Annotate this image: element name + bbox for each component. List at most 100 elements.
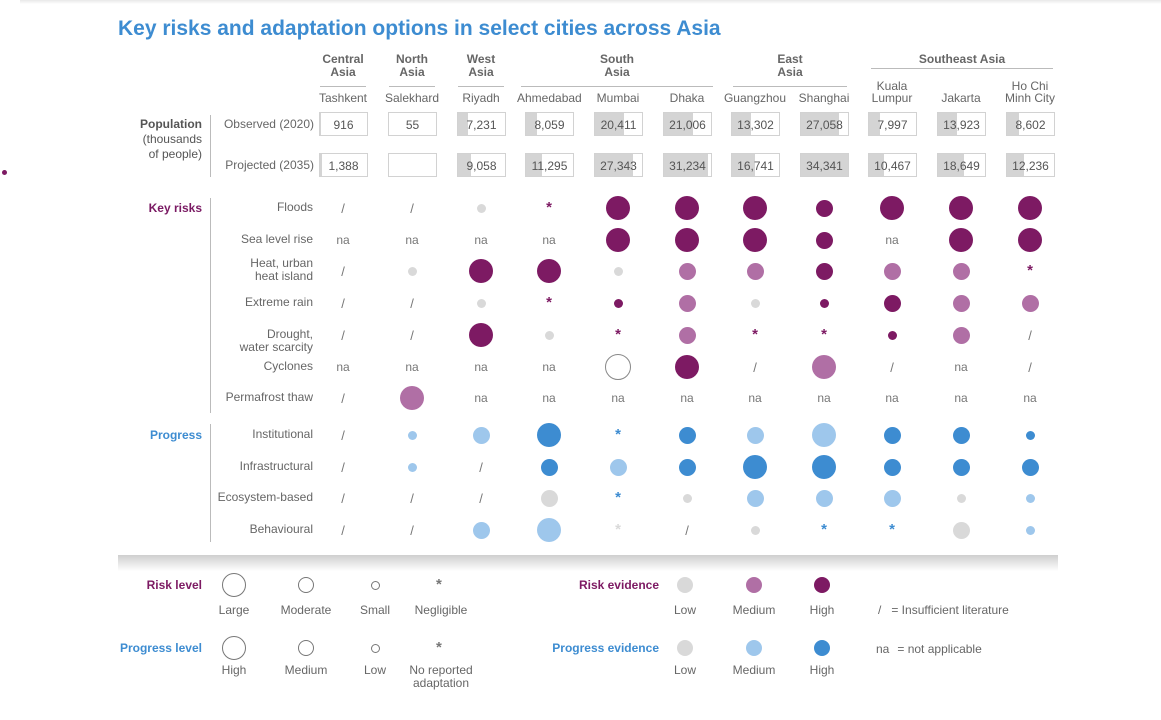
- level-circle: [952, 426, 970, 444]
- grid-cell: na: [382, 352, 442, 382]
- grid-cell: /: [725, 352, 785, 382]
- grid-cell: [931, 193, 991, 223]
- grid-cell: /: [451, 452, 511, 482]
- level-circle: [1025, 493, 1035, 503]
- grid-cell: [1000, 483, 1060, 513]
- level-circle: [743, 228, 767, 252]
- city-label: Kuala Lumpur: [871, 79, 913, 105]
- grid-cell: /: [1000, 352, 1060, 382]
- level-circle: [472, 521, 490, 539]
- level-circle: [682, 493, 692, 503]
- insufficient-literature-mark: /: [890, 359, 894, 375]
- grid-cell: na: [451, 225, 511, 255]
- grid-cell: [588, 452, 648, 482]
- level-circle: [952, 294, 970, 312]
- progress-level-label: No reported adaptation: [409, 663, 473, 690]
- grid-cell: *: [862, 515, 922, 545]
- grid-cell: [1000, 515, 1060, 545]
- high-progress-evidence-swatch: [814, 640, 830, 656]
- level-circle: [815, 262, 833, 280]
- insufficient-literature-mark: /: [1028, 359, 1032, 375]
- population-cell: 18,649: [937, 153, 986, 177]
- grid-cell: [931, 225, 991, 255]
- insufficient-literature-mark: /: [410, 522, 414, 538]
- high-progress-circle-icon: [222, 636, 246, 660]
- moderate-circle-icon: [298, 577, 314, 593]
- level-circle: [815, 489, 833, 507]
- population-bar: [938, 154, 964, 176]
- risk-level-label: Negligible: [414, 603, 468, 617]
- insufficient-symbol: /: [878, 603, 882, 617]
- region-label: Southeast Asia: [918, 52, 1006, 66]
- grid-cell: [519, 420, 579, 450]
- insufficient-literature-mark: /: [685, 522, 689, 538]
- grid-cell: *: [794, 515, 854, 545]
- large-circle-icon: [222, 573, 246, 597]
- level-circle: [606, 196, 630, 220]
- level-circle: [678, 458, 696, 476]
- grid-cell: /: [313, 420, 373, 450]
- population-value: 27,058: [806, 118, 843, 132]
- progress-row-label: Behavioural: [249, 522, 313, 536]
- grid-cell: [451, 420, 511, 450]
- population-cell: 8,059: [525, 112, 574, 136]
- grid-cell: na: [657, 383, 717, 413]
- not-applicable-mark: na: [405, 360, 419, 374]
- no-adaptation-star-icon: *: [436, 639, 442, 656]
- grid-cell: [451, 288, 511, 318]
- level-circle: [537, 259, 561, 283]
- level-circle: [746, 489, 764, 507]
- risk-row-label: Floods: [276, 200, 313, 214]
- level-circle: [812, 355, 836, 379]
- population-bar: [869, 113, 880, 135]
- population-bar: [732, 113, 751, 135]
- population-value: 16,741: [737, 159, 774, 173]
- population-cell: 7,231: [457, 112, 506, 136]
- population-cell: 31,234: [663, 153, 712, 177]
- level-circle: [678, 426, 696, 444]
- level-circle: [883, 262, 901, 280]
- level-circle: [400, 386, 424, 410]
- grid-cell: [725, 193, 785, 223]
- level-circle: [746, 426, 764, 444]
- not-applicable-mark: na: [954, 391, 968, 405]
- grid-cell: [1000, 225, 1060, 255]
- not-applicable-mark: na: [336, 360, 350, 374]
- grid-cell: na: [862, 383, 922, 413]
- grid-cell: [862, 193, 922, 223]
- level-circle: [883, 458, 901, 476]
- grid-cell: /: [451, 483, 511, 513]
- level-circle: [952, 262, 970, 280]
- grid-cell: /: [313, 515, 373, 545]
- risk-level-title: Risk level: [146, 578, 202, 592]
- grid-cell: /: [657, 515, 717, 545]
- grid-cell: na: [313, 225, 373, 255]
- grid-cell: na: [313, 352, 373, 382]
- negligible-star-icon: *: [436, 576, 442, 593]
- population-value: 34,341: [806, 159, 843, 173]
- progress-evidence-label: Low: [673, 663, 696, 677]
- grid-cell: [1000, 420, 1060, 450]
- region-label: East Asia: [777, 52, 803, 79]
- level-circle: [743, 196, 767, 220]
- medium-risk-evidence-swatch: [746, 577, 762, 593]
- grid-cell: na: [519, 383, 579, 413]
- grid-cell: na: [931, 352, 991, 382]
- grid-cell: *: [588, 515, 648, 545]
- not-applicable-mark: na: [542, 391, 556, 405]
- risk-row-label: Cyclones: [263, 359, 313, 373]
- progress-row-label: Infrastructural: [239, 459, 313, 473]
- grid-cell: [657, 225, 717, 255]
- population-value: 916: [333, 118, 354, 132]
- negligible-star: *: [821, 521, 827, 538]
- grid-cell: [657, 288, 717, 318]
- population-value: 31,234: [669, 159, 706, 173]
- population-bar: [732, 154, 755, 176]
- grid-cell: /: [862, 352, 922, 382]
- level-circle: [883, 489, 901, 507]
- grid-cell: [725, 225, 785, 255]
- progress-level-label: Low: [363, 663, 386, 677]
- grid-cell: na: [931, 383, 991, 413]
- low-progress-circle-icon: [370, 643, 380, 653]
- grid-cell: [382, 383, 442, 413]
